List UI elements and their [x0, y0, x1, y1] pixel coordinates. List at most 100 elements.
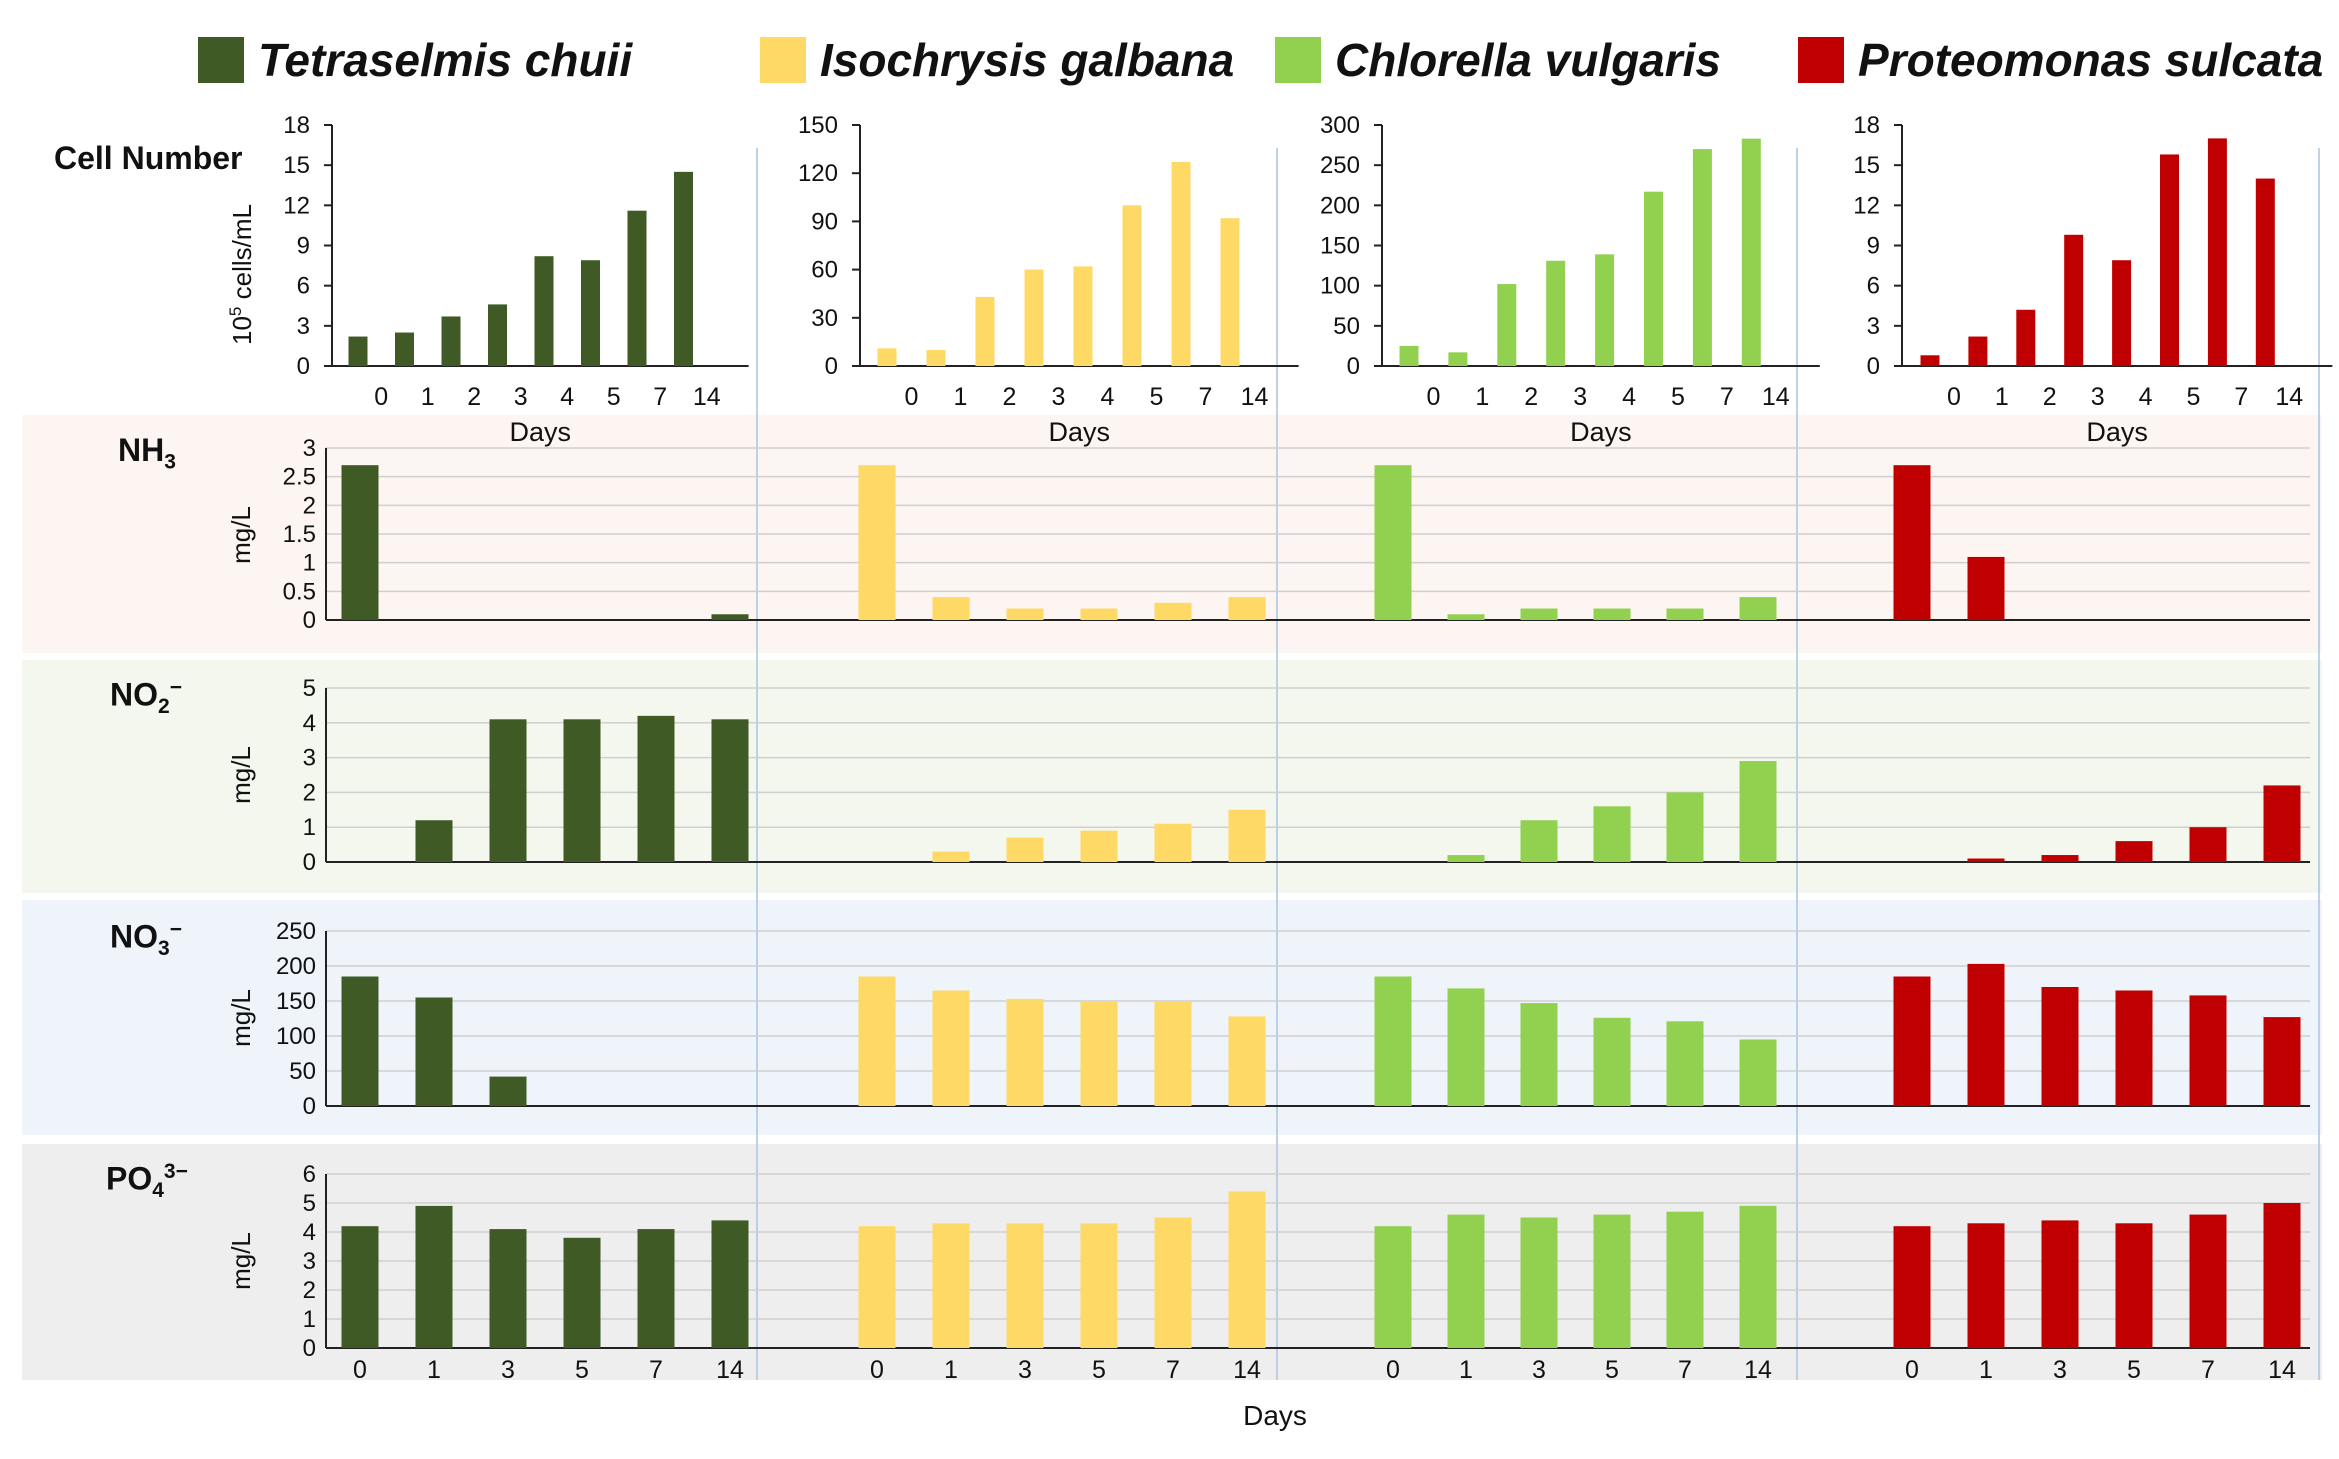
- no3-chlorella-bar: [1447, 988, 1485, 1106]
- nh3-chlorella-bar: [1520, 608, 1558, 620]
- no3-chlorella-bar: [1593, 1017, 1631, 1106]
- cell-isochrysis-ytick-label: 60: [811, 257, 838, 284]
- nh3-proteomonas-bar: [1967, 556, 2005, 620]
- no2-chlorella-bar: [1447, 855, 1485, 862]
- nh3-ytick-label: 2: [303, 492, 316, 519]
- cell-chlorella-bar: [1595, 254, 1615, 366]
- cell-tetraselmis-ytick-label: 6: [297, 273, 310, 300]
- nh3-tetraselmis-bar: [711, 614, 749, 620]
- no2-tetraselmis-bar: [415, 820, 453, 862]
- footer-xlabel: Days: [1243, 1400, 1307, 1431]
- cell-tetraselmis-xtick-label: 2: [467, 383, 481, 411]
- po4-chlorella-xtick-label: 1: [1459, 1356, 1473, 1384]
- nh3-tetraselmis-bar: [341, 465, 379, 620]
- po4-proteomonas-xtick-label: 14: [2268, 1356, 2296, 1384]
- legend-item-proteomonas: Proteomonas sulcata: [1798, 30, 2323, 90]
- no2-ytick-label: 1: [303, 814, 316, 841]
- po4-isochrysis-xtick-label: 5: [1092, 1356, 1106, 1384]
- po4-tetraselmis-bar: [415, 1205, 453, 1348]
- no3-ytick-label: 250: [276, 918, 316, 945]
- cell-chlorella-xtick-label: 0: [1426, 383, 1440, 411]
- cell-chlorella-ytick-label: 50: [1333, 313, 1360, 340]
- no2-chlorella-bar: [1666, 792, 1704, 862]
- legend-swatch-chlorella: [1275, 37, 1321, 83]
- no3-chlorella-bar: [1520, 1003, 1558, 1106]
- po4-isochrysis-bar: [932, 1223, 970, 1348]
- po4-proteomonas-bar: [2115, 1223, 2153, 1348]
- nh3-chlorella-bar: [1739, 597, 1777, 620]
- cell-proteomonas-ytick-label: 0: [1867, 353, 1880, 380]
- no2-isochrysis-bar: [1154, 823, 1192, 862]
- no2-chlorella-bar: [1739, 761, 1777, 862]
- nh3-ytick-label: 0: [303, 607, 316, 634]
- po4-isochrysis-bar: [1228, 1191, 1266, 1348]
- no2-ytick-label: 3: [303, 745, 316, 772]
- cell-proteomonas-ytick-label: 9: [1867, 233, 1880, 260]
- po4-ytick-label: 4: [303, 1219, 316, 1246]
- legend-label-isochrysis: Isochrysis galbana: [820, 34, 1235, 86]
- cell-proteomonas-bar: [2064, 234, 2084, 366]
- po4-proteomonas-bar: [2263, 1203, 2301, 1348]
- cell-chlorella-bar: [1741, 138, 1761, 366]
- no2-isochrysis-bar: [1080, 830, 1118, 862]
- po4-isochrysis-bar: [1154, 1217, 1192, 1348]
- cell-isochrysis-xtick-label: 4: [1101, 383, 1115, 411]
- no3-isochrysis-bar: [1228, 1016, 1266, 1106]
- cell-proteomonas-xtick-label: 1: [1995, 383, 2009, 411]
- nh3-subscript: 3: [164, 450, 176, 474]
- cell-proteomonas-ytick-label: 15: [1853, 152, 1880, 179]
- cell-chlorella-bar: [1692, 149, 1712, 366]
- po4-chlorella-xtick-label: 3: [1532, 1356, 1546, 1384]
- no3-superscript: −: [169, 918, 182, 941]
- cell-number-ylabel: 105 cells/mL: [226, 204, 257, 345]
- cell-isochrysis-ytick-label: 0: [825, 353, 838, 380]
- no3-isochrysis-bar: [858, 976, 896, 1106]
- row-title-cell-number: Cell Number: [54, 140, 243, 176]
- po4-tetraselmis-bar: [711, 1220, 749, 1348]
- nh3-text: NH: [118, 432, 165, 468]
- no2-chlorella-bar: [1593, 806, 1631, 862]
- po4-isochrysis-xtick-label: 14: [1233, 1356, 1261, 1384]
- no3-isochrysis-bar: [1080, 1001, 1118, 1106]
- cell-tetraselmis-ytick-label: 9: [297, 233, 310, 260]
- po4-isochrysis-bar: [1006, 1223, 1044, 1348]
- po4-proteomonas-bar: [1893, 1226, 1931, 1348]
- po4-tetraselmis-xtick-label: 14: [716, 1356, 744, 1384]
- po4-proteomonas-xtick-label: 3: [2053, 1356, 2067, 1384]
- nh3-isochrysis-bar: [1154, 602, 1192, 620]
- po4-ytick-label: 3: [303, 1248, 316, 1275]
- cell-isochrysis-ytick-label: 150: [798, 112, 838, 139]
- po4-tetraselmis-xtick-label: 3: [501, 1356, 515, 1384]
- cell-isochrysis-xtick-label: 14: [1241, 383, 1269, 411]
- no3-chlorella-bar: [1666, 1021, 1704, 1106]
- row-title-po4: PO43−: [106, 1160, 188, 1203]
- nh3-chlorella-bar: [1374, 465, 1412, 620]
- cell-tetraselmis-bar: [488, 304, 507, 366]
- po4-chlorella-bar: [1739, 1205, 1777, 1348]
- nh3-ytick-label: 0.5: [283, 578, 316, 605]
- cell-isochrysis-bar: [1171, 161, 1191, 366]
- no2-chlorella-bar: [1520, 820, 1558, 862]
- cell-tetraselmis-ytick-label: 3: [297, 313, 310, 340]
- no3-proteomonas-bar: [2115, 990, 2153, 1106]
- cell-isochrysis-xtick-label: 1: [954, 383, 968, 411]
- no3-ytick-label: 100: [276, 1023, 316, 1050]
- no3-tetraselmis-bar: [489, 1076, 527, 1106]
- cell-proteomonas-bar: [1920, 355, 1940, 366]
- no2-ytick-label: 5: [303, 675, 316, 702]
- cell-isochrysis-bar: [877, 348, 897, 366]
- cell-chlorella-ytick-label: 100: [1320, 273, 1360, 300]
- po4-isochrysis-bar: [858, 1226, 896, 1348]
- no3-proteomonas-bar: [1893, 976, 1931, 1106]
- cell-proteomonas-xtick-label: 3: [2091, 383, 2105, 411]
- nh3-isochrysis-bar: [1080, 608, 1118, 620]
- cell-isochrysis-xtick-label: 0: [905, 383, 919, 411]
- no3-proteomonas-bar: [1967, 963, 2005, 1106]
- po4-tetraselmis-xtick-label: 7: [649, 1356, 663, 1384]
- cell-chlorella-xtick-label: 3: [1573, 383, 1587, 411]
- nh3-isochrysis-bar: [1228, 597, 1266, 620]
- nh3-ytick-label: 3: [303, 435, 316, 462]
- po4-chlorella-bar: [1374, 1226, 1412, 1348]
- nh3-ylabel: mg/L: [226, 506, 256, 564]
- no3-chlorella-bar: [1739, 1039, 1777, 1106]
